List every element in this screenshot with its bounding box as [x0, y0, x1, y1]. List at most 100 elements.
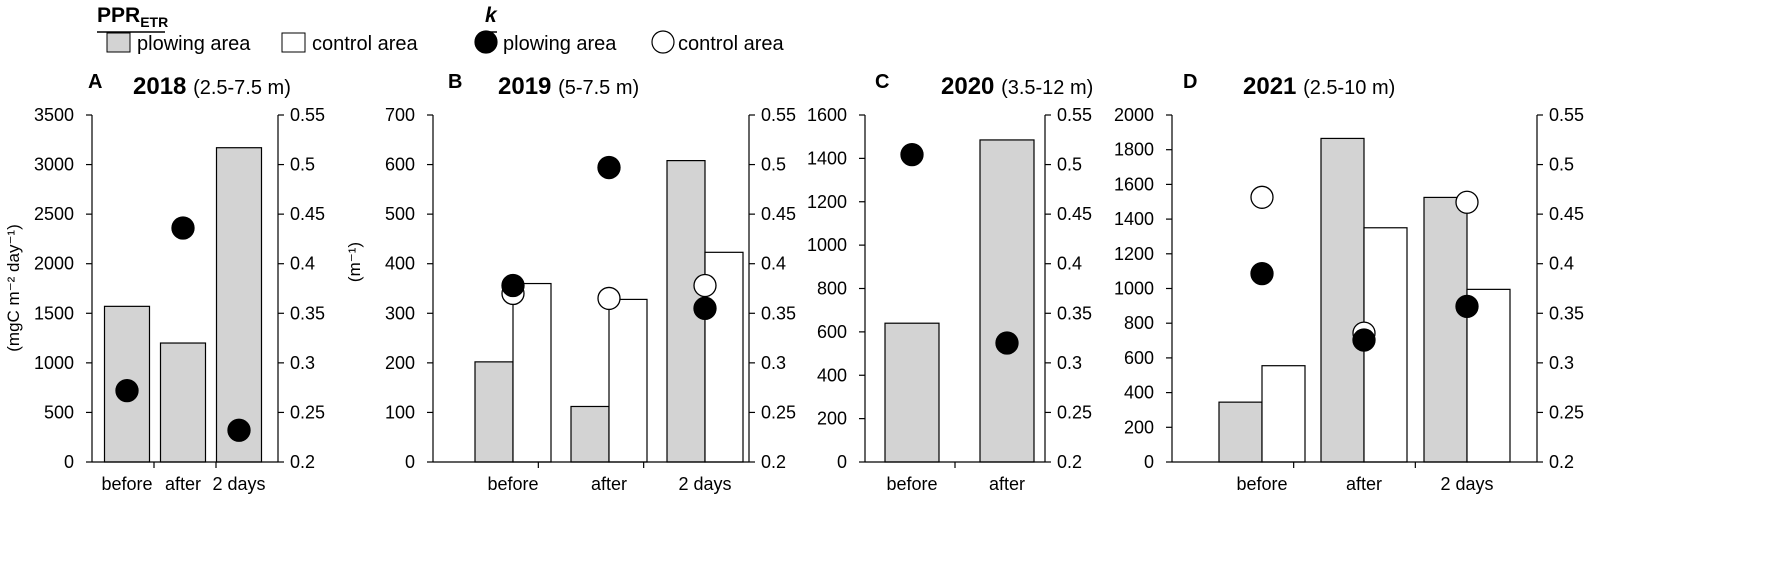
x-category-label-b-3: 2 days	[678, 474, 731, 494]
point-plowing-d-3	[1455, 294, 1479, 318]
left-tick-label-b: 600	[385, 155, 415, 175]
left-tick-label-d: 600	[1124, 348, 1154, 368]
right-axis-title: (m⁻¹)	[345, 242, 364, 282]
right-tick-label-d: 0.25	[1549, 402, 1584, 422]
right-tick-label-b: 0.35	[761, 303, 796, 323]
point-plowing-a-1	[115, 378, 139, 403]
panel-c-title: 2020 (3.5-12 m)	[941, 73, 1093, 100]
point-plowing-c-2	[995, 331, 1019, 355]
left-tick-label-d: 0	[1144, 452, 1154, 472]
point-plowing-b-1	[501, 273, 525, 298]
bar-plowing-d-3	[1423, 196, 1468, 463]
right-tick-label-a: 0.2	[290, 452, 315, 472]
point-plowing-d-2	[1352, 328, 1376, 352]
left-tick-label-b: 500	[385, 204, 415, 224]
bar-plowing-c-2	[979, 139, 1035, 463]
left-tick-label-d: 1200	[1114, 244, 1154, 264]
left-tick-label-c: 200	[817, 409, 847, 429]
left-tick-label-c: 1000	[807, 235, 847, 255]
left-tick-label-b: 0	[405, 452, 415, 472]
left-tick-label-a: 3000	[34, 155, 74, 175]
bar-plowing-c-1	[884, 322, 940, 463]
left-tick-label-b: 200	[385, 353, 415, 373]
panel-c-letter: C	[875, 71, 889, 93]
left-tick-label-d: 400	[1124, 383, 1154, 403]
bar-control-d-1	[1261, 365, 1306, 463]
legend-ppr-plowing-label: plowing area	[137, 33, 251, 55]
right-tick-label-a: 0.35	[290, 303, 325, 323]
left-tick-label-d: 800	[1124, 313, 1154, 333]
right-tick-label-b: 0.3	[761, 353, 786, 373]
panel-titles: A 2018 (2.5-7.5 m) B 2019 (5-7.5 m) C 20…	[88, 71, 1395, 100]
right-tick-label-a: 0.55	[290, 105, 325, 125]
left-tick-label-c: 1600	[807, 105, 847, 125]
bar-plowing-d-1	[1218, 401, 1263, 463]
left-tick-label-a: 2500	[34, 204, 74, 224]
left-tick-label-b: 700	[385, 105, 415, 125]
right-tick-label-c: 0.25	[1057, 402, 1092, 422]
point-control-b-2	[597, 286, 621, 311]
right-tick-label-d: 0.2	[1549, 452, 1574, 472]
panel-c: 0 200 400 600 800 1000 1200 1400 1600 0.2 0.25 0.3 0…	[807, 105, 1092, 494]
panel-a: 0 500 1000 1500 2000 2500 3000 3500 0.2 0.25 0.3 0.…	[34, 105, 325, 494]
left-tick-label-a: 2000	[34, 254, 74, 274]
bar-control-b-1	[512, 282, 552, 463]
bar-plowing-d-2	[1320, 137, 1365, 463]
point-plowing-c-1	[900, 143, 924, 167]
legend-ppr-title: PPRETR	[97, 4, 168, 30]
legend-plowing-marker	[474, 30, 498, 54]
x-category-label-b-1: before	[487, 474, 538, 494]
left-tick-label-b: 300	[385, 303, 415, 323]
panel-b-letter: B	[448, 71, 462, 93]
x-category-label-b-2: after	[591, 474, 627, 494]
left-tick-label-d: 200	[1124, 417, 1154, 437]
left-tick-label-a: 1000	[34, 353, 74, 373]
x-category-label-d-2: after	[1346, 474, 1382, 494]
left-tick-label-c: 600	[817, 322, 847, 342]
left-tick-label-d: 1000	[1114, 279, 1154, 299]
x-category-label-a-3: 2 days	[212, 474, 265, 494]
legend-ppr-control-label: control area	[312, 33, 418, 55]
left-tick-label-b: 100	[385, 402, 415, 422]
left-tick-label-c: 800	[817, 279, 847, 299]
right-tick-label-a: 0.45	[290, 204, 325, 224]
x-category-label-a-2: after	[165, 474, 201, 494]
right-tick-label-d: 0.45	[1549, 204, 1584, 224]
point-plowing-d-1	[1250, 261, 1274, 286]
point-plowing-b-3	[693, 296, 717, 320]
panel-a-letter: A	[88, 71, 102, 93]
right-tick-label-c: 0.55	[1057, 105, 1092, 125]
point-plowing-b-2	[597, 155, 621, 180]
right-tick-label-c: 0.35	[1057, 303, 1092, 323]
point-control-b-3	[693, 273, 717, 298]
bar-control-b-2	[608, 298, 648, 463]
right-tick-label-d: 0.35	[1549, 303, 1584, 323]
right-tick-label-d: 0.55	[1549, 105, 1584, 125]
right-tick-label-a: 0.5	[290, 155, 315, 175]
right-tick-label-c: 0.3	[1057, 353, 1082, 373]
right-tick-label-b: 0.55	[761, 105, 796, 125]
left-tick-label-b: 400	[385, 254, 415, 274]
left-axis-title: (mgC m⁻² day⁻¹)	[4, 224, 23, 352]
right-tick-label-c: 0.2	[1057, 452, 1082, 472]
panel-b: 0 100 200 300 400 500 600 700 0.2 0.25 0.3 0.35 0.4 0…	[385, 105, 796, 494]
x-category-label-d-1: before	[1236, 474, 1287, 494]
x-category-label-d-3: 2 days	[1440, 474, 1493, 494]
legend-control-bar-swatch	[281, 32, 306, 53]
bar-plowing-b-1	[474, 361, 514, 463]
left-tick-label-d: 1600	[1114, 174, 1154, 194]
left-tick-label-c: 0	[837, 452, 847, 472]
x-category-label-a-1: before	[101, 474, 152, 494]
bar-control-d-3	[1466, 288, 1511, 463]
right-tick-label-c: 0.4	[1057, 254, 1082, 274]
legend-control-marker	[651, 30, 675, 54]
left-tick-label-a: 0	[64, 452, 74, 472]
bar-plowing-a-3	[215, 147, 263, 463]
left-tick-label-d: 1400	[1114, 209, 1154, 229]
right-tick-label-a: 0.4	[290, 254, 315, 274]
bar-plowing-b-2	[570, 405, 610, 463]
right-tick-label-d: 0.5	[1549, 155, 1574, 175]
legend-plowing-bar-swatch	[106, 32, 131, 53]
left-tick-label-a: 3500	[34, 105, 74, 125]
